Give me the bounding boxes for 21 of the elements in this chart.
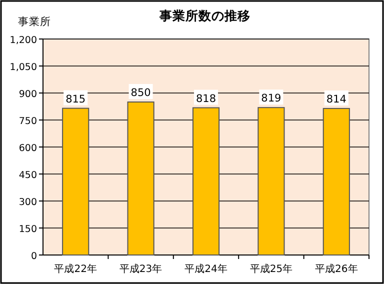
x-tick-label: 平成23年 <box>119 263 162 275</box>
y-tick-label: 750 <box>18 116 37 127</box>
x-tick-label: 平成26年 <box>315 263 358 275</box>
x-tick-label: 平成24年 <box>184 263 228 275</box>
x-tick-label: 平成25年 <box>250 263 293 275</box>
y-tick-label: 1,050 <box>10 62 37 73</box>
data-label: 819 <box>261 92 282 105</box>
y-tick-label: 600 <box>18 143 37 154</box>
y-tick-label: 450 <box>18 170 37 181</box>
y-tick-label: 0 <box>30 251 37 262</box>
data-label: 818 <box>196 92 216 105</box>
data-label: 814 <box>326 93 347 106</box>
y-axis-title: 事業所 <box>18 15 51 28</box>
chart-title: 事業所数の推移 <box>158 8 250 23</box>
y-tick-label: 300 <box>18 197 37 208</box>
data-label: 850 <box>130 87 151 99</box>
y-tick-label: 900 <box>18 89 37 100</box>
y-tick-label: 150 <box>18 224 37 235</box>
data-label: 815 <box>66 93 86 106</box>
y-tick-label: 1,200 <box>10 35 37 46</box>
x-tick-label: 平成22年 <box>54 263 97 275</box>
